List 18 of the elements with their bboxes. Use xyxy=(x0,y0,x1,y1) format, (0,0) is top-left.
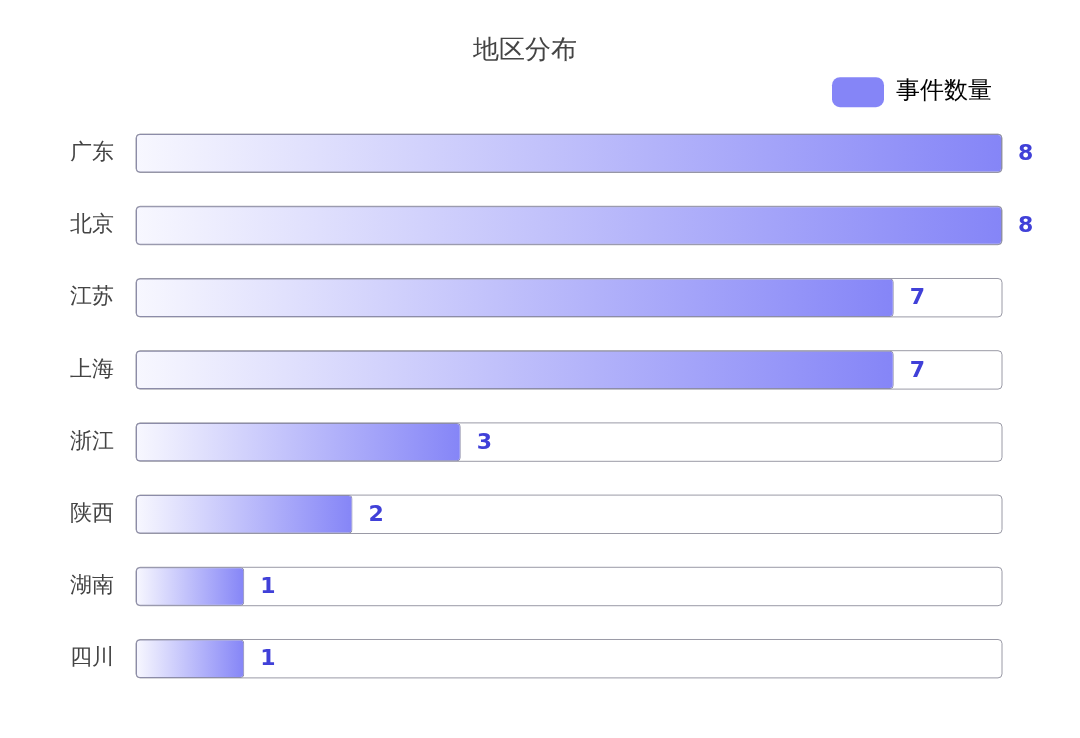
y-tick-label: 上海 xyxy=(70,355,114,381)
data-label: 8 xyxy=(1018,212,1034,238)
legend-label: 事件数量 xyxy=(896,76,992,105)
data-label: 7 xyxy=(909,356,926,382)
y-tick-label: 北京 xyxy=(70,211,114,237)
data-label: 3 xyxy=(476,428,493,454)
y-tick-label: 浙江 xyxy=(70,427,114,453)
y-tick-label: 四川 xyxy=(70,644,114,670)
data-label: 1 xyxy=(260,645,276,671)
y-tick-label: 湖南 xyxy=(70,572,114,598)
chart-title: 地区分布 xyxy=(472,34,577,65)
y-tick-label: 江苏 xyxy=(70,283,114,309)
data-label: 1 xyxy=(260,573,276,599)
data-label: 7 xyxy=(909,284,926,310)
data-label: 2 xyxy=(368,501,384,527)
y-tick-label: 广东 xyxy=(70,139,114,165)
data-label: 8 xyxy=(1018,140,1034,166)
y-tick-label: 陕西 xyxy=(70,500,114,526)
